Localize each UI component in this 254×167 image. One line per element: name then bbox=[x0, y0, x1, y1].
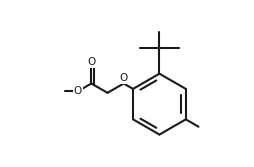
Text: O: O bbox=[87, 57, 96, 67]
Text: O: O bbox=[74, 86, 82, 96]
Text: O: O bbox=[120, 73, 128, 83]
